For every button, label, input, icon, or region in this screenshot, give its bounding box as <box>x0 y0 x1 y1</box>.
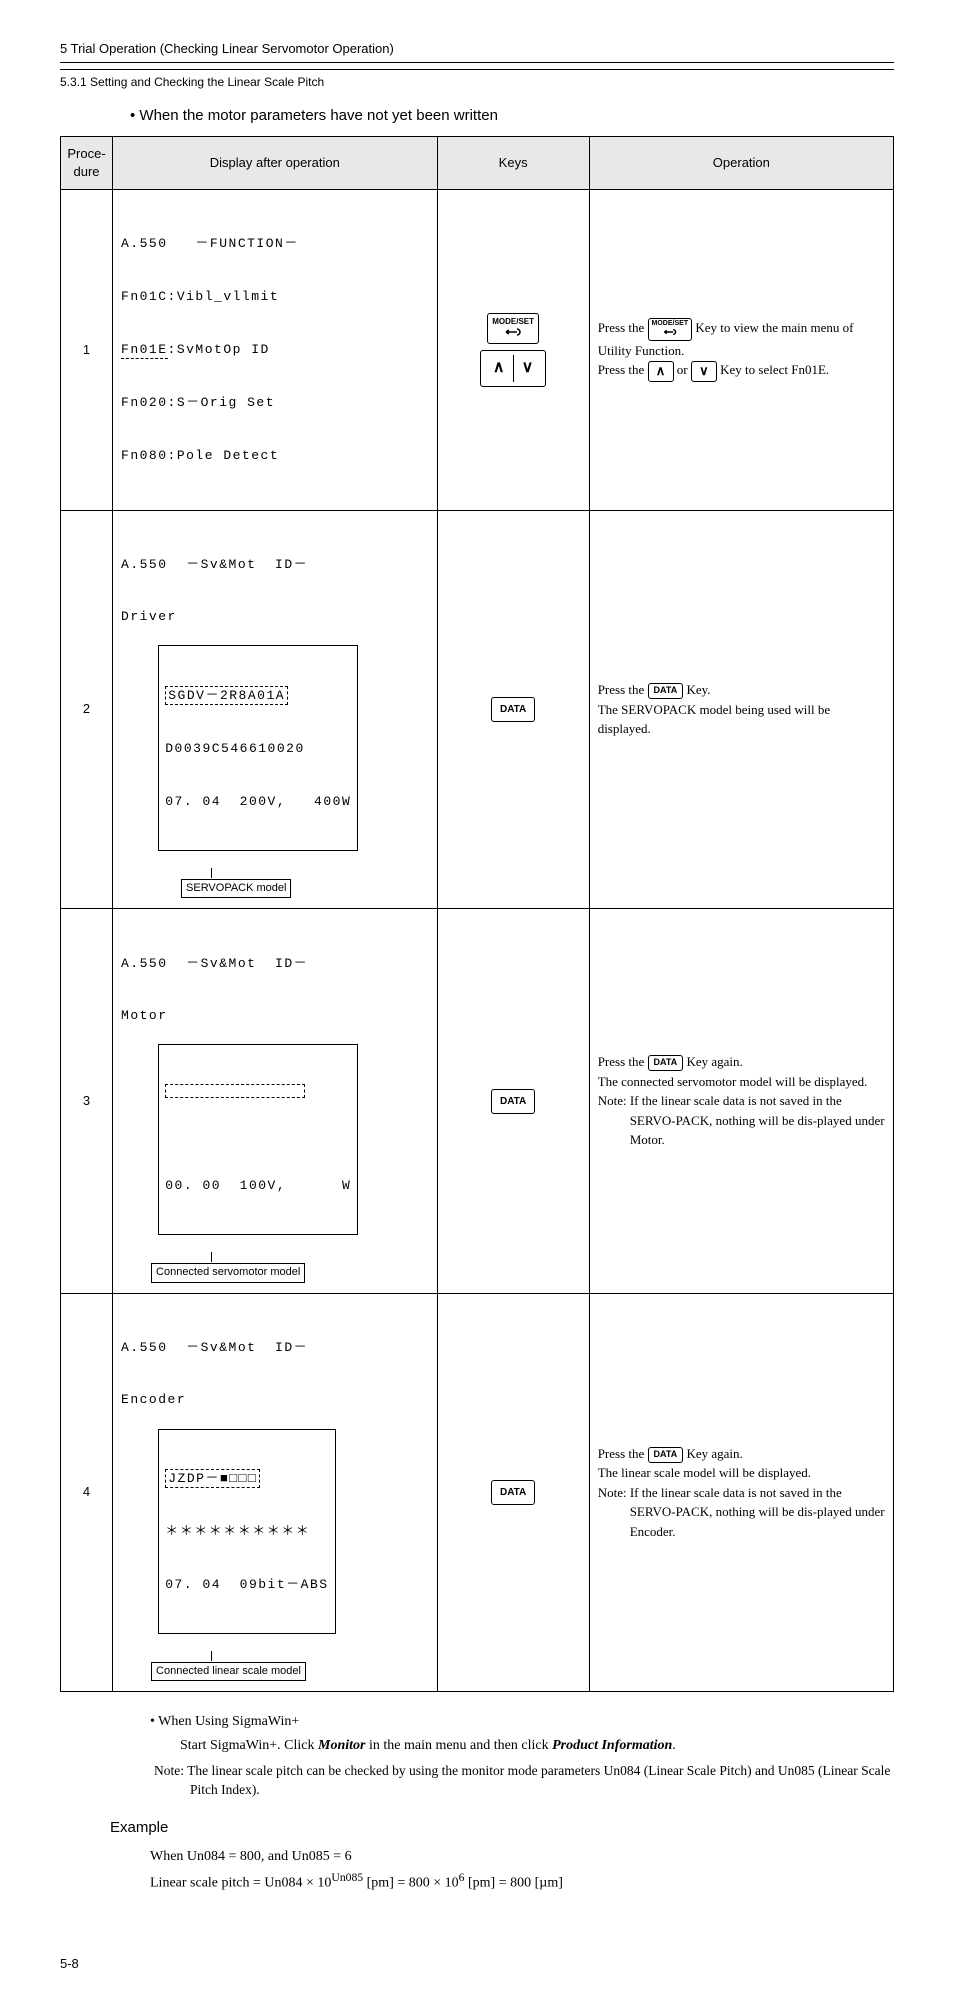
lcd-line: Fn01E:SvMotOp ID <box>121 341 429 360</box>
sigmawin-section: • When Using SigmaWin+ Start SigmaWin+. … <box>150 1712 894 1755</box>
divider <box>60 62 894 63</box>
note-text: Note: The linear scale pitch can be chec… <box>110 1762 894 1800</box>
operation-cell: Press the MODE/SET Key to view the main … <box>589 190 893 510</box>
up-down-key-icon: ∧∨ <box>480 350 546 386</box>
example-line: When Un084 = 800, and Un085 = 6 <box>150 1846 894 1868</box>
lcd-line: ＊＊＊＊＊＊＊＊＊＊ <box>165 1523 328 1541</box>
procedure-num: 2 <box>61 510 113 909</box>
data-key-icon: DATA <box>648 1055 684 1071</box>
up-key-icon: ∧ <box>648 361 674 381</box>
callout-label: Connected linear scale model <box>151 1662 306 1681</box>
display-cell: A.550 －FUNCTION－ Fn01C:Vibl_vllmit Fn01E… <box>113 190 438 510</box>
data-key-icon: DATA <box>648 683 684 699</box>
lcd-line: D0039C546610020 <box>165 740 351 758</box>
lcd-line: A.550 －Sv&Mot ID－ <box>121 556 429 574</box>
display-cell: A.550 －Sv&Mot ID－ Encoder JZDP－■□□□ ＊＊＊＊… <box>113 1293 438 1692</box>
operation-cell: Press the DATA Key again. The connected … <box>589 909 893 1293</box>
example-heading: Example <box>110 1817 894 1838</box>
procedure-num: 1 <box>61 190 113 510</box>
subsection-title: • When the motor parameters have not yet… <box>130 105 894 126</box>
procedure-table: Proce- dure Display after operation Keys… <box>60 136 894 1692</box>
page-number: 5-8 <box>60 1955 894 1973</box>
lcd-line: A.550 －Sv&Mot ID－ <box>121 955 429 973</box>
chapter-header: 5 Trial Operation (Checking Linear Servo… <box>60 40 894 58</box>
sigmawin-title: • When Using SigmaWin+ <box>150 1712 894 1732</box>
procedure-num: 4 <box>61 1293 113 1692</box>
callout-label: Connected servomotor model <box>151 1263 305 1282</box>
procedure-num: 3 <box>61 909 113 1293</box>
lcd-line: Fn01C:Vibl_vllmit <box>121 288 429 306</box>
keys-cell: MODE/SET ∧∨ <box>437 190 589 510</box>
keys-cell: DATA <box>437 1293 589 1692</box>
data-key-icon: DATA <box>491 1089 535 1114</box>
lcd-line: 00. 00 100V, W <box>165 1177 351 1195</box>
col-display: Display after operation <box>113 136 438 189</box>
table-row: 3 A.550 －Sv&Mot ID－ Motor 00. 00 100V, W… <box>61 909 894 1293</box>
callout-label: SERVOPACK model <box>181 879 291 898</box>
section-header: 5.3.1 Setting and Checking the Linear Sc… <box>60 69 894 91</box>
table-row: 4 A.550 －Sv&Mot ID－ Encoder JZDP－■□□□ ＊＊… <box>61 1293 894 1692</box>
modeset-key-icon: MODE/SET <box>648 318 693 340</box>
keys-cell: DATA <box>437 510 589 909</box>
example-line: Linear scale pitch = Un084 × 10Un085 [pm… <box>150 1869 894 1895</box>
lcd-line: Motor <box>121 1007 429 1025</box>
operation-cell: Press the DATA Key again. The linear sca… <box>589 1293 893 1692</box>
example-body: When Un084 = 800, and Un085 = 6 Linear s… <box>150 1846 894 1894</box>
keys-cell: DATA <box>437 909 589 1293</box>
down-key-icon: ∨ <box>691 361 717 381</box>
lcd-line: 07. 04 09bit－ABS <box>165 1576 328 1594</box>
data-key-icon: DATA <box>491 1480 535 1505</box>
lcd-line: Fn080:Pole Detect <box>121 447 429 465</box>
lcd-line: Encoder <box>121 1391 429 1409</box>
table-row: 1 A.550 －FUNCTION－ Fn01C:Vibl_vllmit Fn0… <box>61 190 894 510</box>
col-operation: Operation <box>589 136 893 189</box>
col-keys: Keys <box>437 136 589 189</box>
data-key-icon: DATA <box>491 697 535 722</box>
data-key-icon: DATA <box>648 1447 684 1463</box>
lcd-line: 07. 04 200V, 400W <box>165 793 351 811</box>
lcd-line: Fn020:S－Orig Set <box>121 394 429 412</box>
col-procedure: Proce- dure <box>61 136 113 189</box>
operation-cell: Press the DATA Key. The SERVOPACK model … <box>589 510 893 909</box>
lcd-line: SGDV－2R8A01A <box>165 686 351 706</box>
table-row: 2 A.550 －Sv&Mot ID－ Driver SGDV－2R8A01A … <box>61 510 894 909</box>
display-cell: A.550 －Sv&Mot ID－ Driver SGDV－2R8A01A D0… <box>113 510 438 909</box>
display-cell: A.550 －Sv&Mot ID－ Motor 00. 00 100V, W C… <box>113 909 438 1293</box>
lcd-line <box>165 1084 351 1103</box>
lcd-line: A.550 －FUNCTION－ <box>121 235 429 253</box>
lcd-line: Driver <box>121 608 429 626</box>
lcd-line: JZDP－■□□□ <box>165 1469 328 1489</box>
lcd-line: A.550 －Sv&Mot ID－ <box>121 1339 429 1357</box>
modeset-key-icon: MODE/SET <box>487 313 539 344</box>
